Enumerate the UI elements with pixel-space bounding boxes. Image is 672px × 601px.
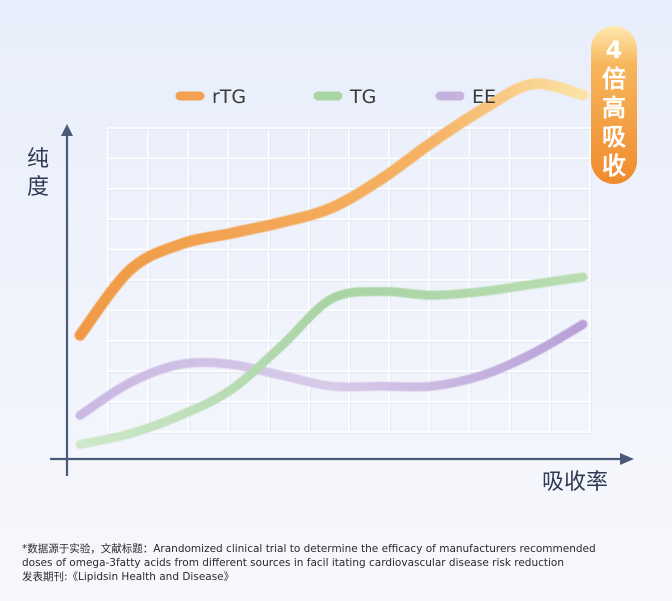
footnote-line-1: *数据源于实验，文献标题：Arandomized clinical trial … xyxy=(22,543,596,555)
footnote-line-3: 发表期刊:《Lipidsin Health and Disease》 xyxy=(22,571,235,583)
y-axis-arrow xyxy=(61,124,73,136)
badge-pill xyxy=(591,26,637,184)
series-line-ee xyxy=(75,319,588,420)
y-axis-label-char: 纯 xyxy=(27,147,49,172)
legend-label: EE xyxy=(472,86,496,108)
legend-item-rtg: rTG xyxy=(175,86,246,108)
footnote-line-2: doses of omega-3fatty acids from differe… xyxy=(22,557,564,569)
badge-char: 收 xyxy=(602,152,626,180)
series-line-rtg xyxy=(74,78,589,341)
legend-label: TG xyxy=(349,86,376,108)
badge-char: 倍 xyxy=(602,65,626,93)
series-layer xyxy=(74,78,589,449)
legend-item-ee: EE xyxy=(435,86,496,108)
axes xyxy=(50,124,634,476)
badge-char: 4 xyxy=(606,36,623,64)
legend-label: rTG xyxy=(212,86,246,108)
x-axis-arrow xyxy=(620,453,634,465)
badge-char: 吸 xyxy=(602,123,626,151)
legend-item-tg: TG xyxy=(313,86,376,108)
footnote: *数据源于实验，文献标题：Arandomized clinical trial … xyxy=(22,542,658,584)
series-line-tg xyxy=(75,272,588,449)
y-axis-label-char: 度 xyxy=(27,175,49,200)
legend: rTG TG EE xyxy=(175,86,496,108)
x-axis-label: 吸收率 xyxy=(542,470,608,495)
badge-char: 高 xyxy=(602,94,626,122)
